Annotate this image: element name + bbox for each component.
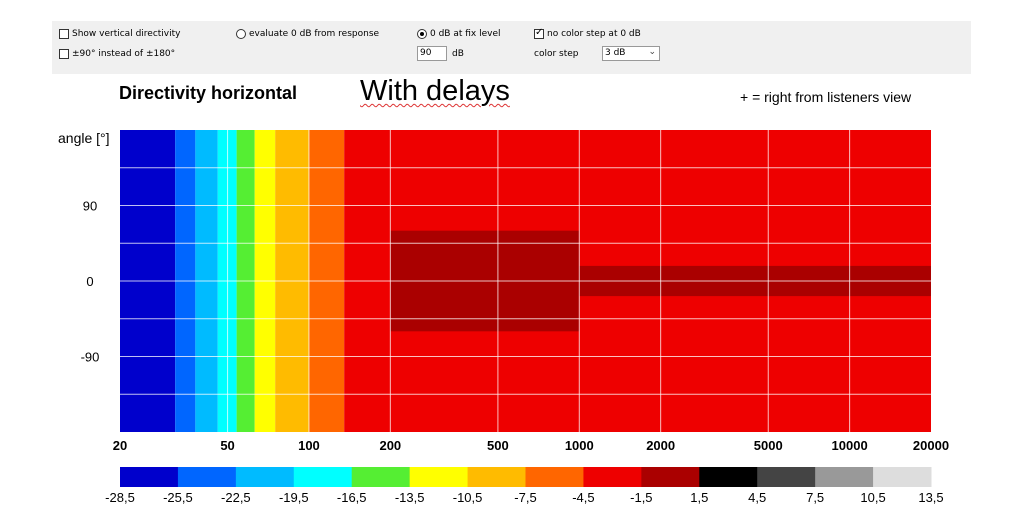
x-tick-label: 200 bbox=[379, 438, 401, 453]
evaluate-0db-radio[interactable]: evaluate 0 dB from response bbox=[236, 29, 379, 39]
colorbar-tick-label: 4,5 bbox=[748, 490, 766, 505]
colorbar-swatch bbox=[177, 467, 237, 487]
colorbar-tick-label: -13,5 bbox=[395, 490, 425, 505]
colorbar-swatch bbox=[757, 467, 816, 487]
colorbar-tick-label: 7,5 bbox=[806, 490, 824, 505]
x-tick-label: 2000 bbox=[646, 438, 675, 453]
radio-label: evaluate 0 dB from response bbox=[249, 29, 380, 39]
y-axis-label: angle [°] bbox=[58, 130, 110, 146]
plus-minus-90-checkbox[interactable]: ±90° instead of ±180° bbox=[59, 49, 175, 59]
colorbar-tick-label: -7,5 bbox=[514, 490, 536, 505]
colorbar-tick-label: 10,5 bbox=[860, 490, 885, 505]
colorbar-swatch bbox=[409, 467, 469, 487]
colorbar-swatch bbox=[583, 467, 642, 487]
color-step-select[interactable]: 3 dB ⌄ bbox=[602, 46, 660, 61]
colorbar-tick-label: -4,5 bbox=[572, 490, 594, 505]
colorbar-swatch bbox=[120, 467, 179, 487]
fix-level-radio[interactable]: 0 dB at fix level bbox=[417, 29, 501, 39]
x-tick-label: 100 bbox=[298, 438, 320, 453]
colorbar-swatch bbox=[641, 467, 700, 487]
checkbox-label: no color step at 0 dB bbox=[547, 29, 641, 39]
level-unit-label: dB bbox=[452, 49, 464, 59]
x-tick-label: 20 bbox=[113, 438, 127, 453]
colorbar-swatch bbox=[525, 467, 584, 487]
checkbox-label: Show vertical directivity bbox=[72, 29, 181, 39]
color-step-label: color step bbox=[534, 49, 579, 59]
colorbar-swatch bbox=[351, 467, 411, 487]
x-tick-label: 5000 bbox=[754, 438, 783, 453]
checkbox-box[interactable] bbox=[534, 27, 544, 39]
checkbox-box[interactable] bbox=[59, 29, 69, 39]
radio-label: 0 dB at fix level bbox=[430, 29, 501, 39]
chevron-down-icon: ⌄ bbox=[648, 47, 656, 57]
checkbox-box[interactable] bbox=[59, 49, 69, 59]
colorbar-swatch bbox=[699, 467, 758, 487]
y-tick-label: -90 bbox=[81, 350, 100, 365]
colorbar-tick-label: -19,5 bbox=[279, 490, 309, 505]
colorbar-tick-label: -10,5 bbox=[453, 490, 483, 505]
colorbar-swatch bbox=[815, 467, 874, 487]
level-value-input[interactable]: 90 bbox=[417, 46, 447, 61]
chart-title: Directivity horizontal bbox=[119, 83, 298, 103]
chart-subtitle: With delays bbox=[360, 75, 510, 107]
colorbar-swatch bbox=[873, 467, 932, 487]
colorbar-swatch bbox=[467, 467, 526, 487]
orientation-note: + = right from listeners view bbox=[740, 89, 912, 105]
y-tick-label: 90 bbox=[83, 199, 97, 214]
colorbar-tick-label: -1,5 bbox=[630, 490, 652, 505]
colorbar-tick-label: -16,5 bbox=[337, 490, 367, 505]
colorbar-tick-label: -28,5 bbox=[105, 490, 135, 505]
radio-circle[interactable] bbox=[236, 29, 246, 39]
no-color-step-checkbox[interactable]: no color step at 0 dB bbox=[534, 27, 641, 39]
x-tick-label: 20000 bbox=[913, 438, 949, 453]
x-tick-label: 1000 bbox=[565, 438, 594, 453]
radio-circle[interactable] bbox=[417, 29, 427, 39]
colorbar-tick-label: 13,5 bbox=[918, 490, 943, 505]
checkbox-label: ±90° instead of ±180° bbox=[72, 49, 176, 59]
show-vertical-directivity-checkbox[interactable]: Show vertical directivity bbox=[59, 29, 180, 39]
colorbar-tick-label: -22,5 bbox=[221, 490, 251, 505]
colorbar-swatch bbox=[293, 467, 353, 487]
color-step-value: 3 dB bbox=[605, 48, 626, 58]
x-tick-label: 10000 bbox=[832, 438, 868, 453]
x-tick-label: 500 bbox=[487, 438, 509, 453]
options-toolbar: Show vertical directivity ±90° instead o… bbox=[52, 21, 971, 74]
colorbar-tick-label: 1,5 bbox=[690, 490, 708, 505]
x-tick-label: 50 bbox=[220, 438, 234, 453]
colorbar-tick-label: -25,5 bbox=[163, 490, 193, 505]
colorbar-swatch bbox=[235, 467, 295, 487]
y-tick-label: 0 bbox=[86, 274, 93, 289]
